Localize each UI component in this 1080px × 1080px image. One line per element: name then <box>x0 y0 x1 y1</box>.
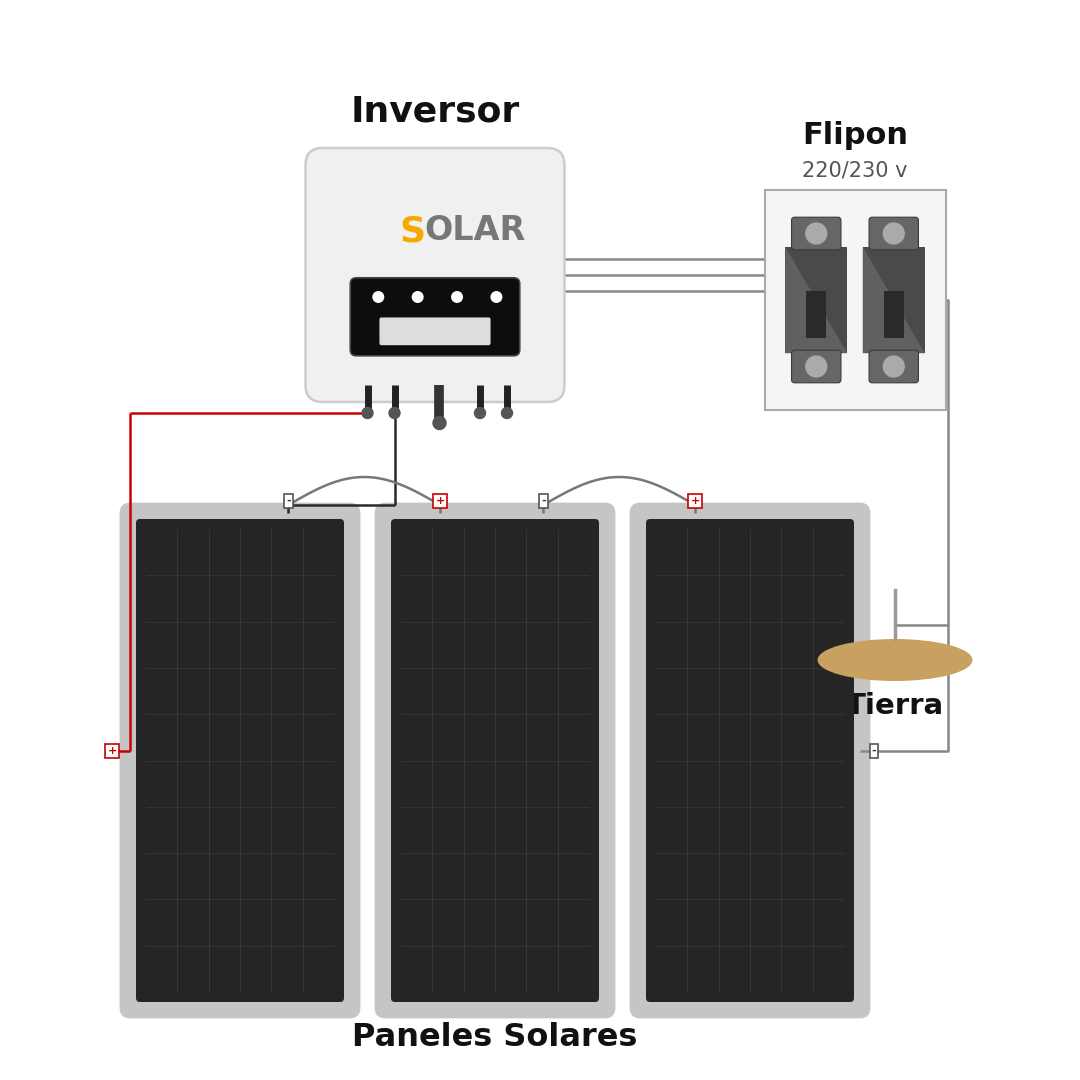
Text: 220/230 v: 220/230 v <box>802 160 908 180</box>
Text: S: S <box>400 214 426 248</box>
Circle shape <box>501 407 513 418</box>
Circle shape <box>806 356 826 377</box>
FancyBboxPatch shape <box>121 504 359 1017</box>
FancyBboxPatch shape <box>869 217 918 249</box>
Bar <box>806 291 826 338</box>
Bar <box>785 247 847 353</box>
Circle shape <box>806 224 826 244</box>
Polygon shape <box>863 247 924 353</box>
Circle shape <box>413 292 423 302</box>
Circle shape <box>433 417 446 430</box>
FancyBboxPatch shape <box>350 278 519 355</box>
Text: -: - <box>286 496 291 507</box>
Text: +: + <box>690 496 700 507</box>
FancyBboxPatch shape <box>765 190 945 410</box>
FancyBboxPatch shape <box>869 350 918 382</box>
Text: +: + <box>107 745 117 756</box>
Circle shape <box>474 407 486 418</box>
Text: -: - <box>541 496 545 507</box>
Bar <box>863 247 924 353</box>
FancyBboxPatch shape <box>391 519 599 1002</box>
Text: +: + <box>435 496 445 507</box>
FancyBboxPatch shape <box>631 504 869 1017</box>
FancyBboxPatch shape <box>646 519 854 1002</box>
Circle shape <box>373 292 383 302</box>
FancyBboxPatch shape <box>136 519 345 1002</box>
Text: Paneles Solares: Paneles Solares <box>352 1022 637 1053</box>
Circle shape <box>883 356 904 377</box>
Text: Flipon: Flipon <box>802 121 908 150</box>
Text: -: - <box>872 745 876 756</box>
Text: Tierra: Tierra <box>846 692 944 720</box>
Circle shape <box>451 292 462 302</box>
Ellipse shape <box>818 639 972 681</box>
Polygon shape <box>785 247 847 353</box>
Text: OLAR: OLAR <box>424 215 526 247</box>
FancyBboxPatch shape <box>306 148 565 402</box>
Circle shape <box>362 407 373 418</box>
Bar <box>883 291 904 338</box>
FancyBboxPatch shape <box>792 217 841 249</box>
Circle shape <box>389 407 400 418</box>
FancyBboxPatch shape <box>379 318 490 346</box>
FancyBboxPatch shape <box>792 350 841 382</box>
Circle shape <box>491 292 502 302</box>
Circle shape <box>883 224 904 244</box>
Text: Inversor: Inversor <box>350 95 519 129</box>
FancyBboxPatch shape <box>376 504 615 1017</box>
